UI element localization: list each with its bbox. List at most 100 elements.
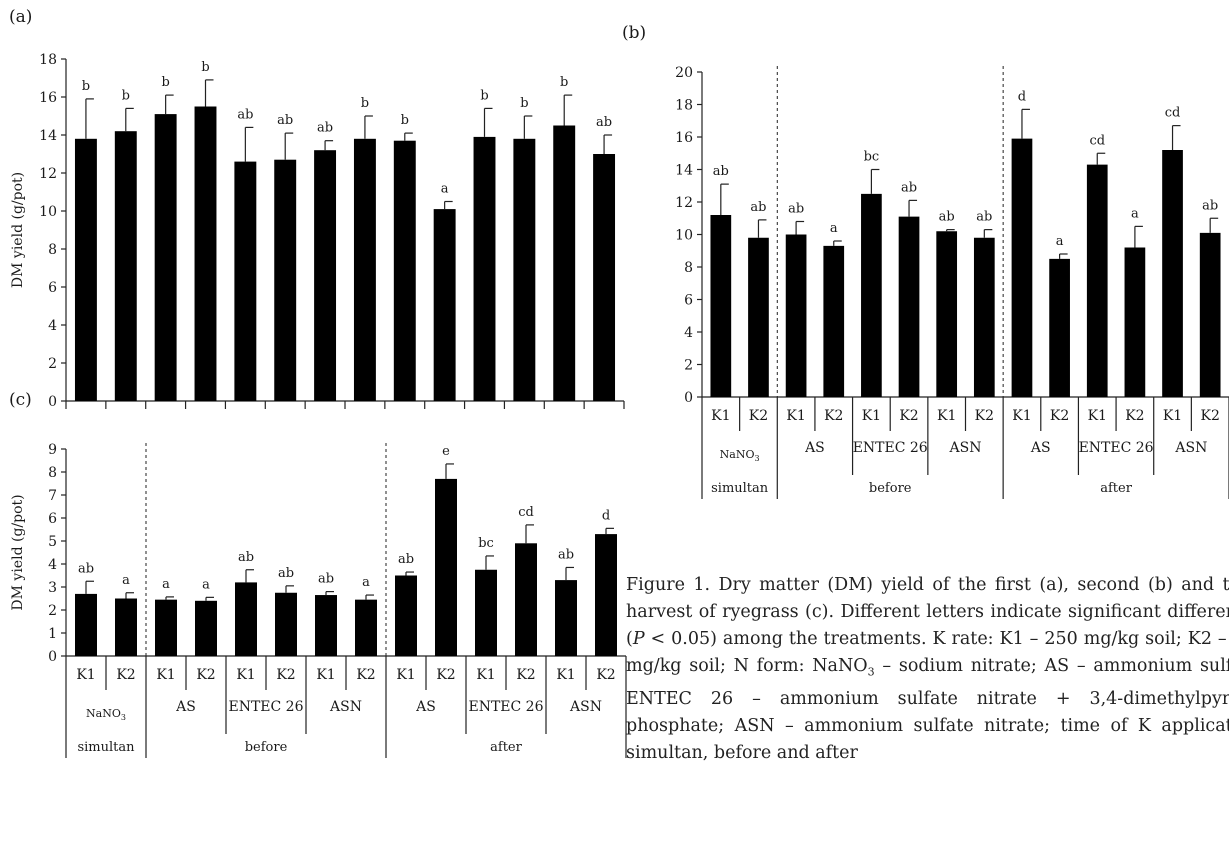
y-tick-label: 3 xyxy=(48,580,57,596)
k-rate-label: K2 xyxy=(1200,408,1219,424)
y-tick-label: 2 xyxy=(684,358,693,374)
significance-letter: b xyxy=(520,96,528,111)
significance-letter: cd xyxy=(518,505,534,520)
bar xyxy=(748,237,769,397)
n-form-subscript: 3 xyxy=(121,713,126,722)
significance-letter: a xyxy=(122,573,130,588)
significance-letter: ab xyxy=(976,210,992,225)
significance-letter: cd xyxy=(1165,106,1181,121)
bar xyxy=(898,216,920,397)
y-tick-label: 7 xyxy=(48,488,57,504)
y-tick-label: 20 xyxy=(675,65,693,81)
significance-letter: b xyxy=(82,79,90,94)
n-form-label: ASN xyxy=(949,440,982,456)
y-tick-label: 8 xyxy=(48,242,57,258)
k-rate-label: K1 xyxy=(156,667,175,683)
n-form-label: ENTEC 26 xyxy=(228,699,303,715)
bar xyxy=(275,592,297,656)
significance-letter: a xyxy=(362,575,370,590)
y-tick-label: 16 xyxy=(39,90,57,106)
n-form-label: ENTEC 26 xyxy=(853,440,928,456)
bar xyxy=(314,150,337,401)
y-tick-label: 2 xyxy=(48,356,57,372)
k-rate-label: K1 xyxy=(396,667,415,683)
caption-p: P xyxy=(632,629,645,649)
k-rate-label: K2 xyxy=(824,408,843,424)
bar xyxy=(74,138,97,402)
y-tick-label: 12 xyxy=(675,195,693,211)
significance-letter: e xyxy=(442,444,450,459)
bar xyxy=(433,209,456,401)
bar xyxy=(395,575,417,656)
time-label: before xyxy=(869,481,912,496)
bar xyxy=(861,193,882,397)
bar xyxy=(973,237,995,397)
y-tick-label: 6 xyxy=(48,280,57,296)
k-rate-label: K2 xyxy=(196,667,215,683)
y-tick-label: 14 xyxy=(675,163,693,179)
significance-letter: b xyxy=(122,88,130,103)
significance-letter: a xyxy=(1056,234,1064,249)
significance-letter: a xyxy=(162,577,170,592)
y-tick-label: 16 xyxy=(675,130,693,146)
significance-letter: ab xyxy=(78,561,94,576)
significance-letter: b xyxy=(361,96,369,111)
y-tick-label: 0 xyxy=(48,394,57,410)
bar xyxy=(75,593,97,656)
bar xyxy=(154,114,177,401)
y-tick-label: 5 xyxy=(48,534,57,550)
k-rate-label: K1 xyxy=(1088,408,1107,424)
n-form-label: AS xyxy=(415,699,436,715)
significance-letter: ab xyxy=(939,210,955,225)
significance-letter: a xyxy=(441,182,449,197)
y-tick-label: 0 xyxy=(684,390,693,406)
significance-letter: ab xyxy=(713,164,729,179)
y-tick-label: 9 xyxy=(48,442,57,458)
significance-letter: a xyxy=(1131,206,1139,221)
time-label: simultan xyxy=(77,740,135,755)
y-tick-label: 4 xyxy=(48,318,57,334)
n-form-subscript: 3 xyxy=(755,454,760,463)
k-rate-label: K2 xyxy=(749,408,768,424)
bar xyxy=(515,543,537,656)
bar xyxy=(710,215,732,397)
n-form-label: ASN xyxy=(329,699,362,715)
y-tick-label: 8 xyxy=(684,260,693,276)
n-form-label: AS xyxy=(175,699,196,715)
k-rate-label: K2 xyxy=(356,667,375,683)
n-form-label: AS xyxy=(1030,440,1051,456)
k-rate-label: K1 xyxy=(476,667,495,683)
y-tick-label: 2 xyxy=(48,603,57,619)
k-rate-label: K2 xyxy=(596,667,615,683)
n-form-label: NaNO3 xyxy=(86,707,126,722)
significance-letter: a xyxy=(202,577,210,592)
bar xyxy=(195,600,217,656)
k-rate-label: K2 xyxy=(899,408,918,424)
time-label: after xyxy=(490,740,522,755)
panel-tag: (a) xyxy=(9,7,32,27)
n-form-label: AS xyxy=(804,440,825,456)
bar xyxy=(234,161,257,401)
significance-letter: ab xyxy=(788,202,804,217)
panel-tag: (c) xyxy=(9,390,32,410)
n-form-label: ENTEC 26 xyxy=(1079,440,1154,456)
y-tick-label: 6 xyxy=(684,293,693,309)
significance-letter: ab xyxy=(558,547,574,562)
significance-letter: b xyxy=(201,60,209,75)
k-rate-label: K1 xyxy=(937,408,956,424)
significance-letter: ab xyxy=(398,552,414,567)
figure-caption: Figure 1. Dry matter (DM) yield of the f… xyxy=(626,572,1229,767)
bar xyxy=(1011,138,1033,397)
y-tick-label: 10 xyxy=(675,228,693,244)
bar xyxy=(393,140,416,401)
n-form-label: ASN xyxy=(1174,440,1207,456)
bar xyxy=(785,234,807,397)
significance-letter: b xyxy=(401,113,409,128)
significance-letter: ab xyxy=(278,566,294,581)
significance-letter: b xyxy=(480,88,488,103)
y-tick-label: 1 xyxy=(48,626,57,642)
significance-letter: bc xyxy=(864,150,880,165)
significance-letter: a xyxy=(830,221,838,236)
y-tick-label: 4 xyxy=(48,557,57,573)
bar xyxy=(473,136,496,401)
